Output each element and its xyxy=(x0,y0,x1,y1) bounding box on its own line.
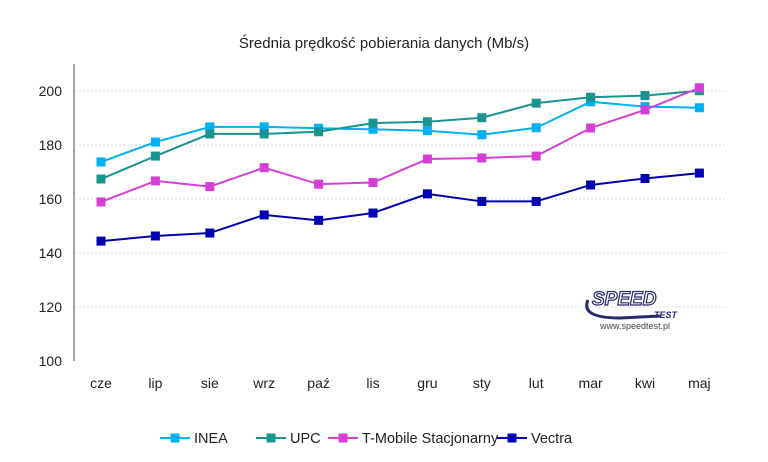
data-point xyxy=(694,168,704,178)
data-point xyxy=(531,98,541,108)
series-line xyxy=(100,172,700,243)
x-tick-label: lis xyxy=(366,375,379,391)
data-point xyxy=(96,236,106,246)
series-vectra xyxy=(96,168,704,246)
series-line xyxy=(100,89,700,180)
data-point xyxy=(368,118,378,128)
x-tick-label: maj xyxy=(688,375,711,391)
chart-title: Średnia prędkość pobierania danych (Mb/s… xyxy=(239,34,529,52)
data-point xyxy=(531,151,541,161)
data-point xyxy=(477,153,487,163)
data-point xyxy=(640,91,650,101)
data-point xyxy=(259,163,269,173)
data-point xyxy=(150,231,160,241)
series-line xyxy=(100,100,700,163)
legend-label: UPC xyxy=(290,431,321,447)
series-t-mobile-stacjonarny xyxy=(96,83,704,207)
data-point xyxy=(477,196,487,206)
data-point xyxy=(586,97,596,107)
legend-marker xyxy=(266,433,276,443)
data-point xyxy=(96,157,106,167)
y-tick-label: 200 xyxy=(39,83,63,99)
x-tick-label: cze xyxy=(90,375,112,391)
legend-marker xyxy=(338,433,348,443)
legend-item: UPC xyxy=(256,431,321,447)
data-point xyxy=(205,129,215,139)
y-tick-label: 160 xyxy=(39,191,63,207)
x-tick-label: wrz xyxy=(252,375,275,391)
data-point xyxy=(586,180,596,190)
data-point xyxy=(205,228,215,238)
data-point xyxy=(150,137,160,147)
data-point xyxy=(314,127,324,137)
data-point xyxy=(150,151,160,161)
data-point xyxy=(477,130,487,140)
data-point xyxy=(694,83,704,93)
y-tick-label: 180 xyxy=(39,137,63,153)
data-point xyxy=(368,178,378,188)
data-point xyxy=(531,123,541,133)
data-point xyxy=(314,179,324,189)
data-point xyxy=(586,123,596,133)
data-point xyxy=(640,173,650,183)
data-point xyxy=(150,176,160,186)
x-tick-label: lip xyxy=(148,375,162,391)
y-tick-label: 100 xyxy=(39,353,63,369)
data-point xyxy=(259,129,269,139)
data-point xyxy=(586,92,596,102)
data-point xyxy=(259,210,269,220)
data-point xyxy=(96,197,106,207)
x-tick-label: kwi xyxy=(635,375,655,391)
watermark-url: www.speedtest.pl xyxy=(599,321,670,331)
x-tick-label: gru xyxy=(417,375,437,391)
legend-label: Vectra xyxy=(531,431,573,447)
data-point xyxy=(640,105,650,115)
data-point xyxy=(205,182,215,192)
data-point xyxy=(96,174,106,184)
x-tick-label: lut xyxy=(529,375,544,391)
data-point xyxy=(259,122,269,132)
data-point xyxy=(368,124,378,134)
legend-item: T-Mobile Stacjonarny xyxy=(328,431,499,447)
speedtest-logo: SPEED TEST www.speedtest.pl xyxy=(585,288,679,331)
legend-label: T-Mobile Stacjonarny xyxy=(362,431,499,447)
svg-text:SPEED: SPEED xyxy=(592,289,657,310)
data-point xyxy=(314,215,324,225)
x-tick-label: paź xyxy=(307,375,330,391)
data-point xyxy=(368,208,378,218)
y-tick-label: 140 xyxy=(39,245,63,261)
svg-text:TEST: TEST xyxy=(654,310,679,320)
legend-item: Vectra xyxy=(497,431,573,447)
series-line xyxy=(100,86,700,203)
x-tick-label: sty xyxy=(473,375,491,391)
legend-item: INEA xyxy=(160,431,228,447)
legend-marker xyxy=(507,433,517,443)
data-point xyxy=(422,189,432,199)
series-upc xyxy=(96,86,704,184)
x-tick-label: mar xyxy=(579,375,603,391)
legend-label: INEA xyxy=(194,431,228,447)
data-point xyxy=(422,117,432,127)
y-tick-label: 120 xyxy=(39,299,63,315)
data-point xyxy=(205,122,215,132)
data-point xyxy=(422,154,432,164)
data-point xyxy=(531,196,541,206)
data-point xyxy=(477,113,487,123)
data-point xyxy=(694,103,704,113)
series-inea xyxy=(96,97,704,167)
data-point xyxy=(422,126,432,136)
legend-marker xyxy=(170,433,180,443)
x-tick-label: sie xyxy=(201,375,219,391)
